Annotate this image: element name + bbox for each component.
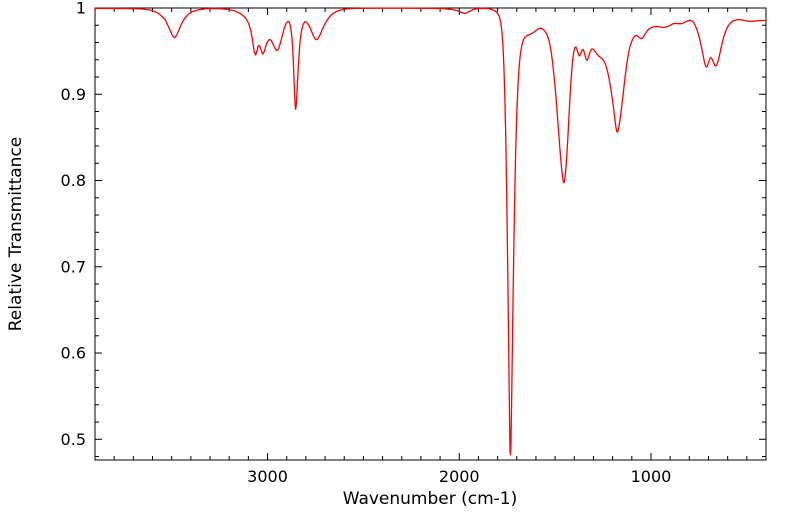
y-tick-label: 0.7 [61, 257, 86, 276]
x-axis-title: Wavenumber (cm-1) [343, 489, 518, 509]
y-tick-label: 0.5 [61, 430, 86, 449]
y-tick-label: 0.9 [61, 85, 86, 104]
plot-layer: 3000 2000 1000 0.5 0.6 0.7 0.8 0.9 1 [61, 0, 767, 486]
x-tick-label: 2000 [439, 467, 480, 486]
spectrum-line [94, 7, 767, 456]
x-tick-label: 3000 [247, 467, 288, 486]
y-tick-label: 0.8 [61, 171, 86, 190]
y-tick-label: 1 [76, 0, 86, 18]
y-tick-label: 0.6 [61, 344, 86, 363]
x-tick-label: 1000 [631, 467, 672, 486]
y-axis-title: Relative Transmittance [6, 137, 26, 332]
plot-border [94, 7, 767, 461]
